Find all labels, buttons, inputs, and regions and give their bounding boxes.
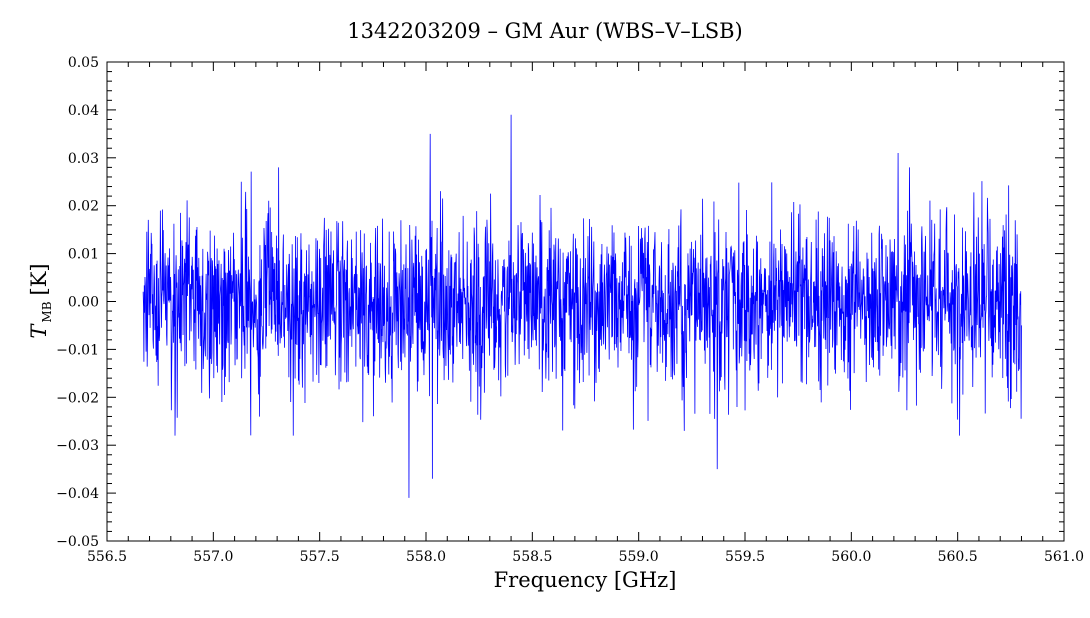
x-axis-label: Frequency [GHz] xyxy=(494,568,677,592)
x-tick-label: 557.0 xyxy=(193,549,233,565)
y-axis-label-main: T xyxy=(27,323,51,339)
y-tick-label: 0.02 xyxy=(68,199,99,215)
spectrum-series-line xyxy=(142,114,1022,498)
chart-title: 1342203209 – GM Aur (WBS–V–LSB) xyxy=(347,19,743,43)
x-tick-label: 559.5 xyxy=(725,549,765,565)
x-tick-label: 561.0 xyxy=(1044,549,1084,565)
y-tick-label: −0.01 xyxy=(56,342,99,358)
x-tick-label: 559.0 xyxy=(619,549,659,565)
x-tick-label: 557.5 xyxy=(300,549,340,565)
y-axis: −0.05 −0.04 −0.03 −0.02 −0.01 0.00 0.01 0.02 0.0… xyxy=(56,55,1064,550)
y-tick-label: −0.03 xyxy=(56,438,99,454)
y-tick-label: −0.04 xyxy=(56,486,99,502)
y-tick-label: 0.04 xyxy=(68,103,99,119)
x-tick-label: 560.5 xyxy=(938,549,978,565)
y-axis-label-sub: MB xyxy=(40,301,54,322)
y-tick-label: −0.05 xyxy=(56,534,99,550)
y-tick-label: 0.05 xyxy=(68,55,99,71)
y-tick-label: 0.00 xyxy=(68,295,99,311)
y-axis-label-unit: [K] xyxy=(27,263,51,295)
x-tick-label: 558.0 xyxy=(406,549,446,565)
y-axis-label: TMB [K] xyxy=(27,263,54,338)
y-tick-label: 0.03 xyxy=(68,151,99,167)
y-tick-label: −0.02 xyxy=(56,390,99,406)
x-tick-label: 556.5 xyxy=(87,549,127,565)
x-axis: 556.5 557.0 557.5 558.0 558.5 559.0 559.5 560.0… xyxy=(87,62,1084,565)
x-tick-label: 560.0 xyxy=(831,549,871,565)
plot-area xyxy=(142,114,1022,498)
y-tick-label: 0.01 xyxy=(68,247,99,263)
x-tick-label: 558.5 xyxy=(512,549,552,565)
